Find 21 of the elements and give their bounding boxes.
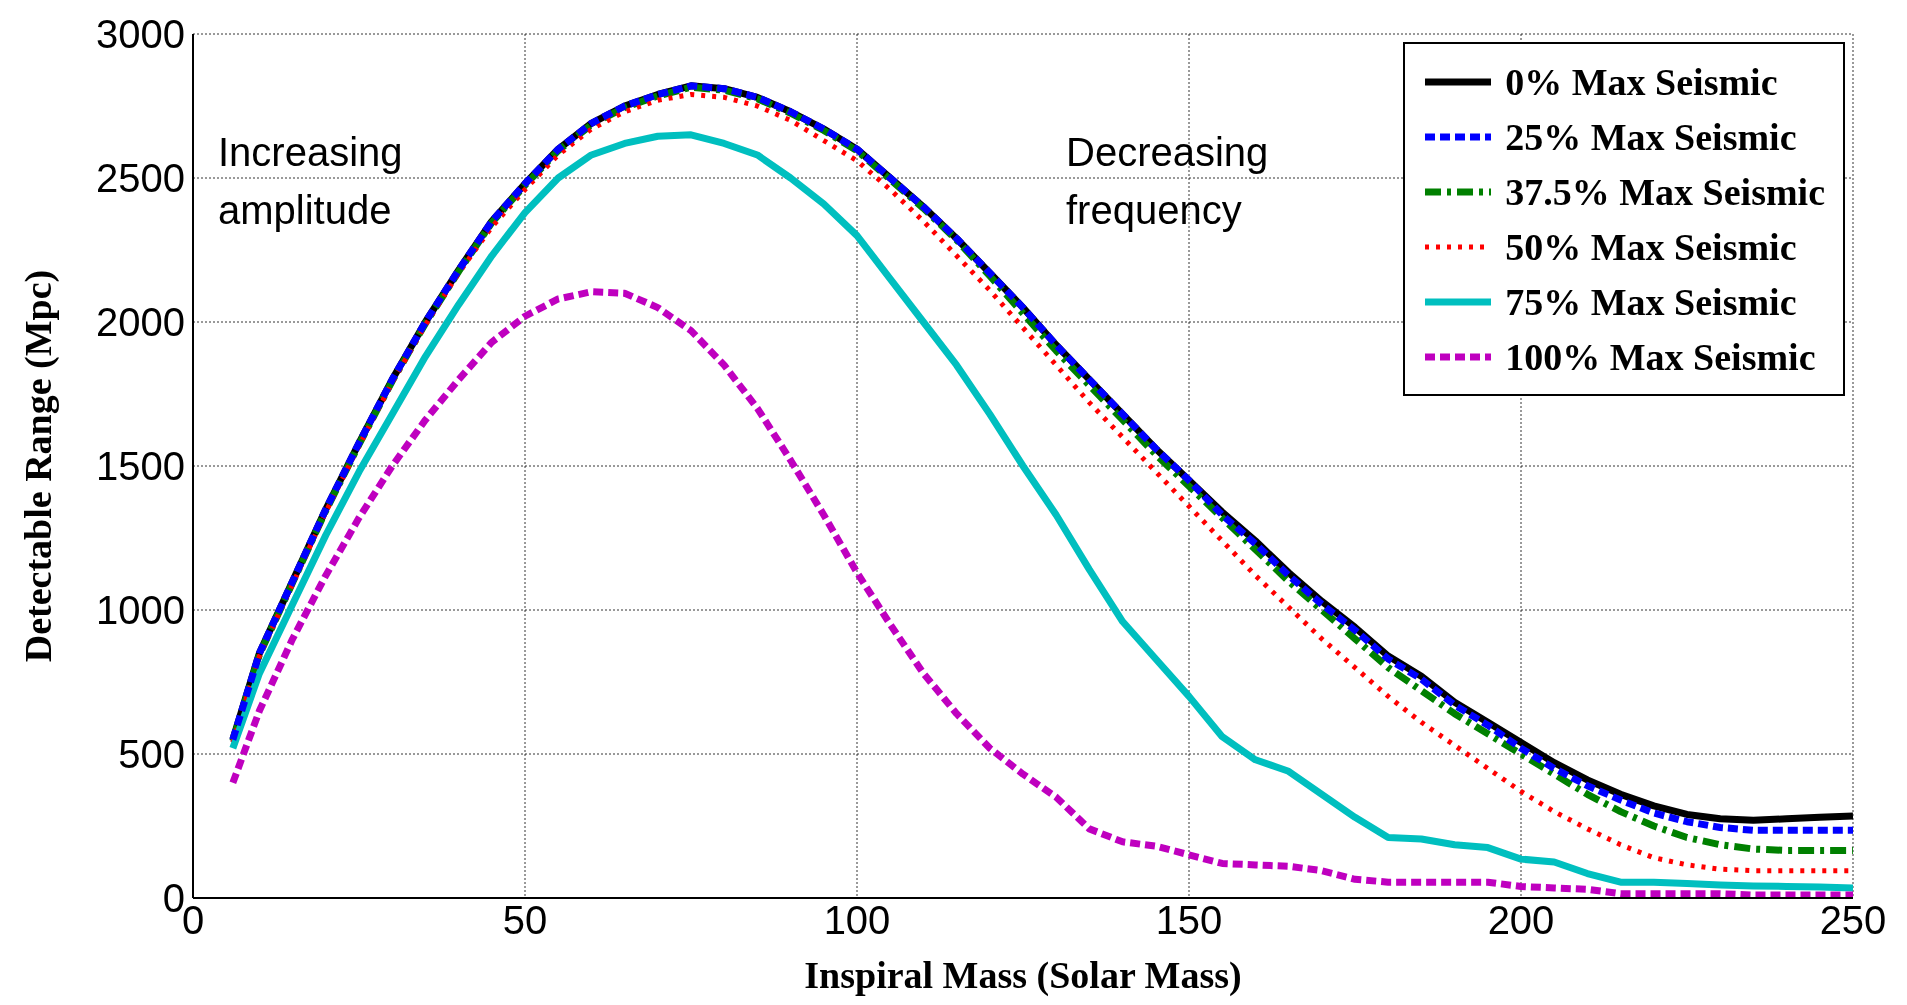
y-tick-label: 1500 <box>96 444 185 489</box>
annotation: Increasing amplitude <box>218 129 404 234</box>
x-tick-label: 100 <box>823 898 891 943</box>
y-tick-label: 3000 <box>96 12 185 57</box>
y-axis-title: Detectable Range (Mpc) <box>17 269 61 663</box>
legend-label: 25% Max Seismic <box>1505 114 1797 159</box>
y-tick-label: 500 <box>118 732 185 777</box>
legend-label: 100% Max Seismic <box>1505 334 1816 379</box>
x-axis-title: Inspiral Mass (Solar Mass) <box>804 954 1242 997</box>
x-tick-label: 200 <box>1487 898 1555 943</box>
legend-label: 75% Max Seismic <box>1505 279 1797 324</box>
x-tick-label: 250 <box>1819 898 1887 943</box>
legend-label: 37.5% Max Seismic <box>1505 169 1825 214</box>
legend-label: 0% Max Seismic <box>1505 59 1778 104</box>
x-tick-label: 50 <box>502 898 548 943</box>
y-tick-label: 2500 <box>96 156 185 201</box>
y-tick-label: 1000 <box>96 588 185 633</box>
y-tick-label: 2000 <box>96 300 185 345</box>
legend-label: 50% Max Seismic <box>1505 224 1797 269</box>
x-tick-label: 150 <box>1155 898 1223 943</box>
annotation: Decreasing frequency <box>1066 129 1270 234</box>
